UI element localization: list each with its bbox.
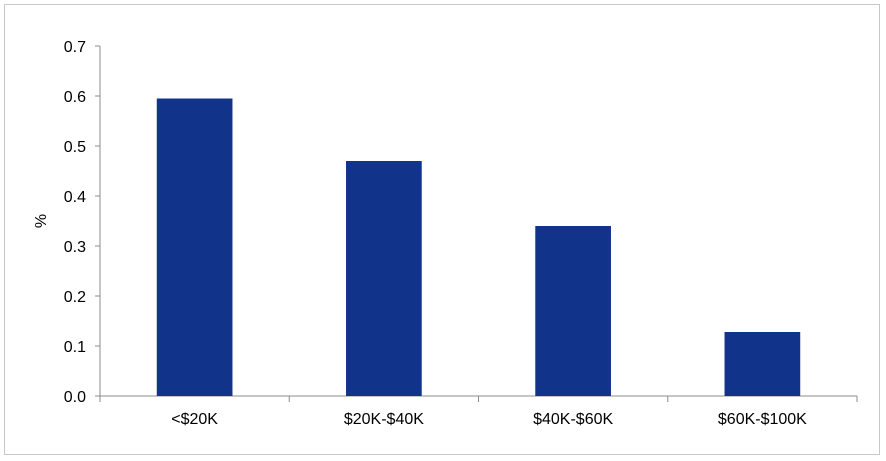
- y-tick-label: 0.3: [64, 239, 86, 256]
- x-tick-label: <$20K: [171, 411, 218, 428]
- bar: [156, 98, 233, 396]
- bar: [724, 332, 801, 396]
- y-tick-label: 0.1: [64, 339, 86, 356]
- x-tick-label: $40K-$60K: [533, 411, 613, 428]
- y-tick-label: 0.6: [64, 89, 86, 106]
- bars: [156, 98, 801, 396]
- y-tick-label: 0.0: [64, 389, 86, 406]
- x-tick-label: $20K-$40K: [344, 411, 424, 428]
- y-tick-label: 0.4: [64, 189, 86, 206]
- x-tick-label: $60K-$100K: [718, 411, 807, 428]
- bar: [346, 161, 422, 396]
- x-axis: <$20K $20K-$40K $40K-$60K $60K-$100K: [99, 395, 858, 428]
- y-tick-label: 0.2: [64, 289, 86, 306]
- bar: [535, 226, 611, 396]
- y-tick-label: 0.7: [64, 39, 86, 56]
- y-axis: 0.0 0.1 0.2 0.3 0.4 0.5 0.6 0.7: [64, 39, 101, 406]
- y-axis-label: %: [33, 214, 50, 228]
- y-tick-label: 0.5: [64, 139, 86, 156]
